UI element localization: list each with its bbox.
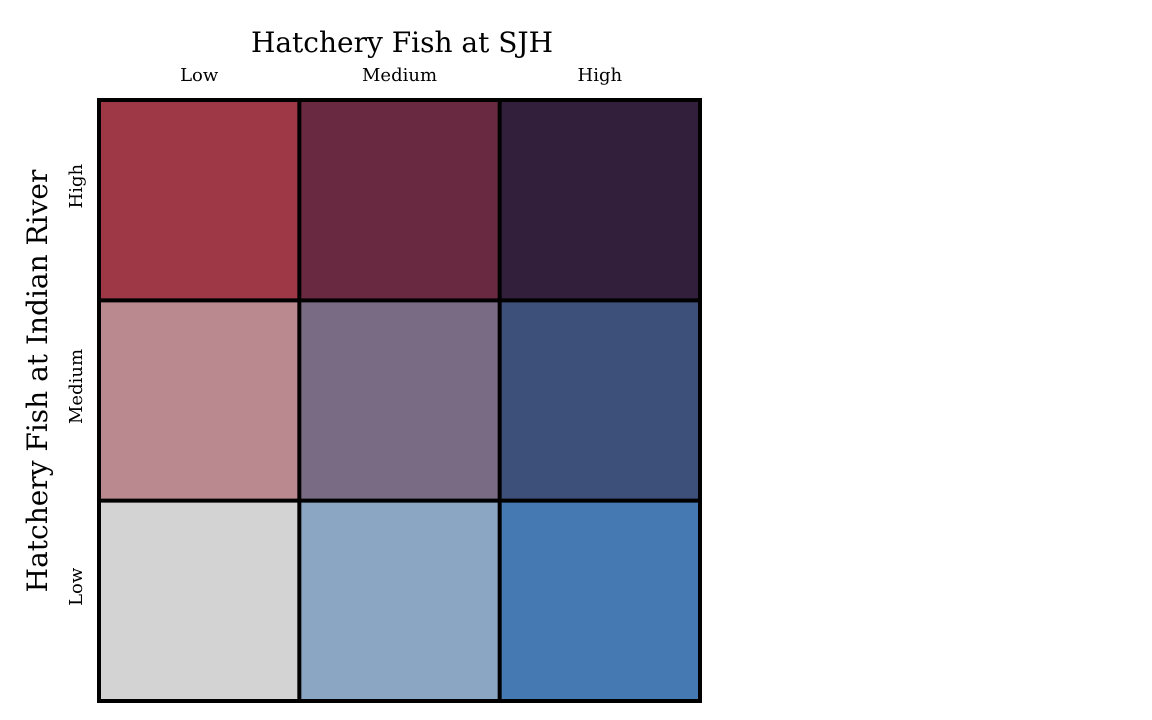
y-axis-title: Hatchery Fish at Indian River bbox=[21, 169, 54, 592]
legend-cell-x-low-y-low bbox=[99, 500, 300, 701]
legend-cell-x-high-y-high bbox=[499, 100, 700, 301]
legend-border bbox=[97, 98, 702, 703]
y-tick-label-low: Low bbox=[66, 567, 87, 606]
legend-cell-x-low-y-high bbox=[99, 100, 300, 301]
x-axis-title: Hatchery Fish at SJH bbox=[251, 26, 553, 59]
y-tick-labels: Low Medium High bbox=[66, 163, 87, 605]
legend-cells bbox=[99, 100, 700, 701]
legend-cell-x-low-y-medium bbox=[99, 300, 300, 501]
legend-cell-x-medium-y-medium bbox=[299, 300, 500, 501]
legend-cell-x-high-y-low bbox=[499, 500, 700, 701]
x-tick-label-high: High bbox=[578, 65, 623, 86]
legend-grid-lines bbox=[97, 98, 702, 703]
legend-cell-x-medium-y-high bbox=[299, 100, 500, 301]
legend-cell-x-high-y-medium bbox=[499, 300, 700, 501]
y-tick-label-medium: Medium bbox=[66, 349, 87, 424]
y-tick-label-high: High bbox=[66, 163, 87, 208]
x-tick-label-low: Low bbox=[180, 65, 219, 86]
x-tick-labels: Low Medium High bbox=[180, 65, 622, 86]
legend-cell-x-medium-y-low bbox=[299, 500, 500, 701]
x-tick-label-medium: Medium bbox=[362, 65, 437, 86]
